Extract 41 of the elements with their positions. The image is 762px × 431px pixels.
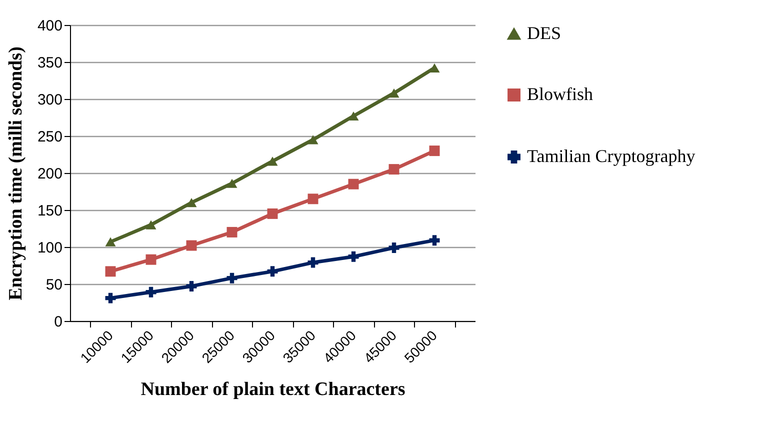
point <box>226 226 238 238</box>
point <box>388 164 400 175</box>
y-tick-label: 200 <box>37 166 62 182</box>
point <box>267 266 278 277</box>
point <box>308 135 318 144</box>
legend-label: Tamilian Cryptography <box>527 146 696 166</box>
point <box>388 88 400 98</box>
point <box>146 220 156 230</box>
y-tick-label: 350 <box>37 54 62 72</box>
y-tick-label: 250 <box>37 128 62 146</box>
point <box>146 254 156 265</box>
y-tick-label: 50 <box>46 276 62 294</box>
point <box>308 257 318 268</box>
point <box>186 240 197 251</box>
point <box>226 178 238 188</box>
point <box>308 194 318 204</box>
point <box>105 292 116 304</box>
y-tick-label: 150 <box>37 202 62 220</box>
point <box>186 280 197 292</box>
y-tick-label: 300 <box>37 92 62 108</box>
point <box>348 111 359 121</box>
y-tick-label: 0 <box>54 314 62 330</box>
point <box>348 251 359 262</box>
legend-label: Blowfish <box>527 84 594 104</box>
legend-label: DES <box>527 23 562 43</box>
point <box>429 63 440 72</box>
y-tick-label: 100 <box>37 240 62 256</box>
point <box>429 235 440 246</box>
x-axis-title: Number of plain text Characters <box>140 378 406 400</box>
point <box>105 266 116 277</box>
y-tick-label: 400 <box>37 18 62 34</box>
point <box>267 208 278 219</box>
point <box>186 198 197 208</box>
y-axis-title: Encryption time (milli seconds) <box>5 46 26 300</box>
point <box>429 146 440 156</box>
point <box>388 242 400 253</box>
point <box>267 156 278 166</box>
point <box>146 286 156 298</box>
point <box>105 237 116 246</box>
point <box>226 272 238 284</box>
point <box>348 178 359 190</box>
